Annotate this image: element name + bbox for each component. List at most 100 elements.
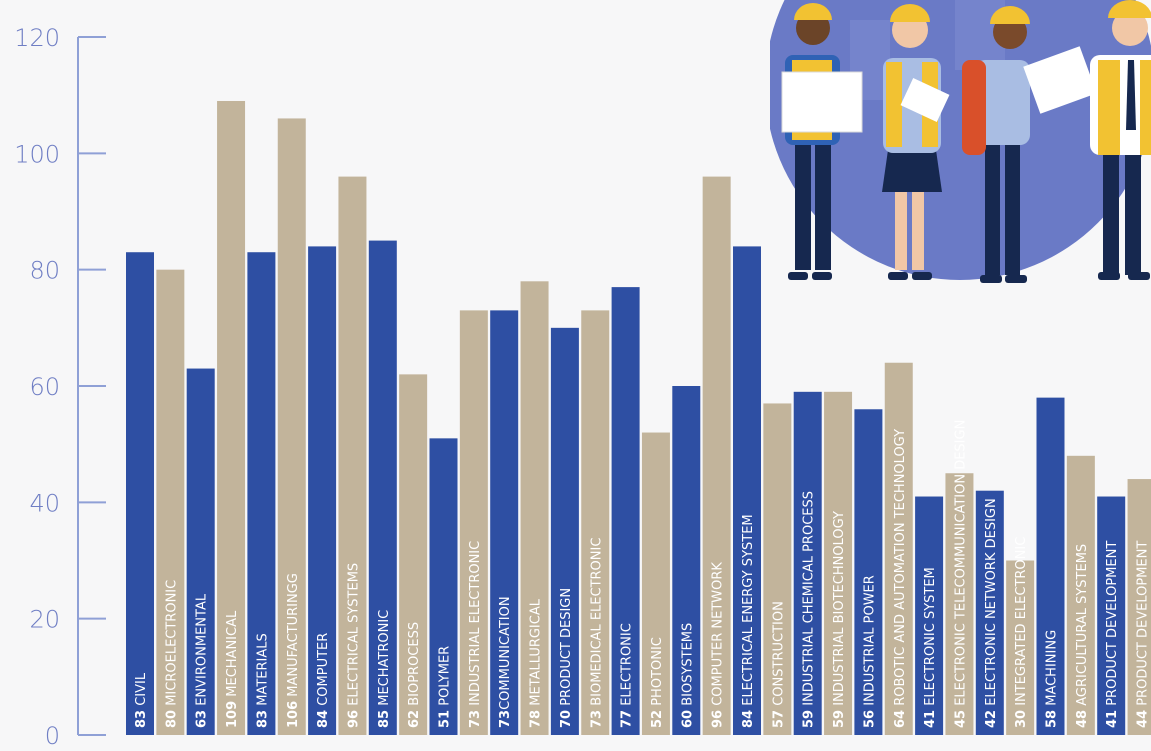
- bar: [490, 310, 519, 735]
- bar-label: 48 AGRICULTURAL SYSTEMS: [1075, 544, 1090, 728]
- bar-label: 80 MICROELECTRONIC: [164, 580, 179, 728]
- bar-label: 106 MANUFACTURINGG: [286, 573, 301, 728]
- bar: [733, 246, 761, 735]
- bar-category-label: PHOTONIC: [650, 637, 665, 710]
- bar-label: 41 ELECTRONIC SYSTEM: [923, 567, 938, 728]
- bar-label: 109 MECHANICAL: [225, 610, 240, 728]
- worker-figure-4: [1090, 0, 1151, 280]
- bar: [1036, 397, 1065, 735]
- bar: [611, 287, 640, 735]
- bar-category-label: ELECTRONIC: [620, 623, 635, 710]
- bar-label: 73 INDUSTRIAL ELECTRONIC: [468, 541, 483, 728]
- bar-label: 57 CONSTRUCTION: [771, 601, 786, 728]
- bar-value-label: 78: [529, 710, 544, 728]
- bar-value-label: 77: [620, 710, 635, 728]
- bar-label: 64 ROBOTIC AND AUTOMATION TECHNOLOGY: [893, 429, 908, 728]
- bar-label: 96 COMPUTER NETWORK: [711, 562, 726, 728]
- bar: [1066, 455, 1095, 735]
- bar-value-label: 56: [862, 710, 877, 728]
- bar-label: 78 METALLURGICAL: [529, 598, 544, 728]
- bar: [186, 368, 215, 735]
- bar-category-label: BIOMEDICAL ELECTRONIC: [589, 538, 604, 710]
- bar-label: 60 BIOSYSTEMS: [680, 623, 695, 728]
- bar-label: 73 BIOMEDICAL ELECTRONIC: [589, 538, 604, 728]
- bar-label: 77 ELECTRONIC: [620, 623, 635, 728]
- bar-value-label: 80: [164, 710, 179, 728]
- bar: [1127, 479, 1151, 735]
- bar-label: 56 INDUSTRIAL POWER: [862, 575, 877, 728]
- bar-label: 45 ELECTRONIC TELECOMMUNICATION DESIGN: [953, 420, 968, 728]
- worker-figure-2: [882, 4, 950, 280]
- bar-category-label: COMPUTER NETWORK: [711, 562, 726, 710]
- bar-category-label: INTEGRATED ELECTRONIC: [1014, 537, 1029, 710]
- bar-value-label: 42: [984, 710, 999, 728]
- bar-category-label: PRODUCT DESIGN: [559, 588, 574, 710]
- bar-value-label: 64: [893, 710, 908, 728]
- bar: [126, 252, 154, 735]
- bar-category-label: ELECTRICAL SYSTEMS: [346, 563, 361, 710]
- y-tick-label: 80: [29, 257, 60, 285]
- bar-value-label: 96: [346, 710, 361, 728]
- bar-value-label: 51: [438, 710, 453, 728]
- bar-category-label: ELECTRONIC TELECOMMUNICATION DESIGN: [953, 420, 968, 710]
- bars: 83 CIVIL 80 MICROELECTRONIC 63 ENVIRONMENT…: [126, 100, 1151, 736]
- bar-category-label: INDUSTRIAL CHEMICAL PROCESS: [802, 491, 817, 710]
- worker-figure-3: [962, 6, 1097, 283]
- bar-label: 83 CIVIL: [134, 672, 149, 728]
- bar-value-label: 73: [468, 710, 483, 728]
- bar: [702, 176, 731, 736]
- bar: [975, 490, 1004, 735]
- bar-category-label: INDUSTRIAL BIOTECHNOLOGY: [832, 511, 847, 710]
- bar-label: 63 ENVIRONMENTAL: [195, 593, 210, 728]
- bar: [217, 100, 246, 735]
- bar: [854, 409, 883, 735]
- bar-value-label: 52: [650, 710, 665, 728]
- bar-value-label: 84: [741, 710, 756, 728]
- bar: [884, 362, 913, 735]
- bar-value-label: 73: [589, 710, 604, 728]
- bar-label: 96 ELECTRICAL SYSTEMS: [346, 563, 361, 728]
- bar-value-label: 57: [771, 710, 786, 728]
- bar-label: 84 COMPUTER: [316, 633, 331, 728]
- bar: [277, 118, 306, 735]
- y-tick-label: 120: [14, 24, 60, 52]
- bar-label: 59 INDUSTRIAL BIOTECHNOLOGY: [832, 511, 847, 728]
- bar-category-label: AGRICULTURAL SYSTEMS: [1075, 544, 1090, 710]
- bar-value-label: 30: [1014, 710, 1029, 728]
- bar-category-label: CONSTRUCTION: [771, 601, 786, 710]
- bar-label: 84 ELECTRICAL ENERGY SYSTEM: [741, 514, 756, 728]
- bar-category-label: BIOPROCESS: [407, 622, 422, 710]
- bar-category-label: INDUSTRIAL POWER: [862, 575, 877, 710]
- bar: [247, 252, 276, 735]
- bar-label: 59 INDUSTRIAL CHEMICAL PROCESS: [802, 491, 817, 728]
- bar-category-label: INDUSTRIAL ELECTRONIC: [468, 541, 483, 710]
- y-axis: 0 20 40 60 80 100 120: [14, 24, 106, 750]
- bar: [520, 281, 549, 735]
- bar-value-label: 70: [559, 710, 574, 728]
- bar: [793, 391, 822, 735]
- y-tick-label: 20: [29, 606, 60, 634]
- bar-category-label: MATERIALS: [255, 633, 270, 710]
- bar-value-label: 84: [316, 710, 331, 728]
- bar-category-label: MECHANICAL: [225, 610, 240, 701]
- bar-category-label: ELECTRICAL ENERGY SYSTEM: [741, 514, 756, 710]
- bar-label: 44 PRODUCT DEVELOPMENT: [1136, 541, 1151, 728]
- bar-value-label: 58: [1045, 710, 1060, 728]
- worker-figure-1: [781, 3, 863, 280]
- bar-label: 73COMMUNICATION: [498, 596, 513, 728]
- bar-value-label: 41: [1105, 710, 1120, 728]
- bar: [641, 432, 670, 735]
- bar-value-label: 83: [134, 710, 149, 728]
- bar: [308, 246, 337, 735]
- bar: [550, 327, 579, 735]
- bar-label: 51 POLYMER: [438, 646, 453, 728]
- bar-value-label: 73: [498, 710, 513, 728]
- bar: [368, 240, 397, 736]
- bar-category-label: MECHATRONIC: [377, 610, 392, 710]
- bar: [429, 438, 458, 735]
- bar-value-label: 83: [255, 710, 270, 728]
- y-tick-label: 40: [29, 489, 60, 517]
- bar-value-label: 59: [832, 710, 847, 728]
- bar-label: 85 MECHATRONIC: [377, 610, 392, 728]
